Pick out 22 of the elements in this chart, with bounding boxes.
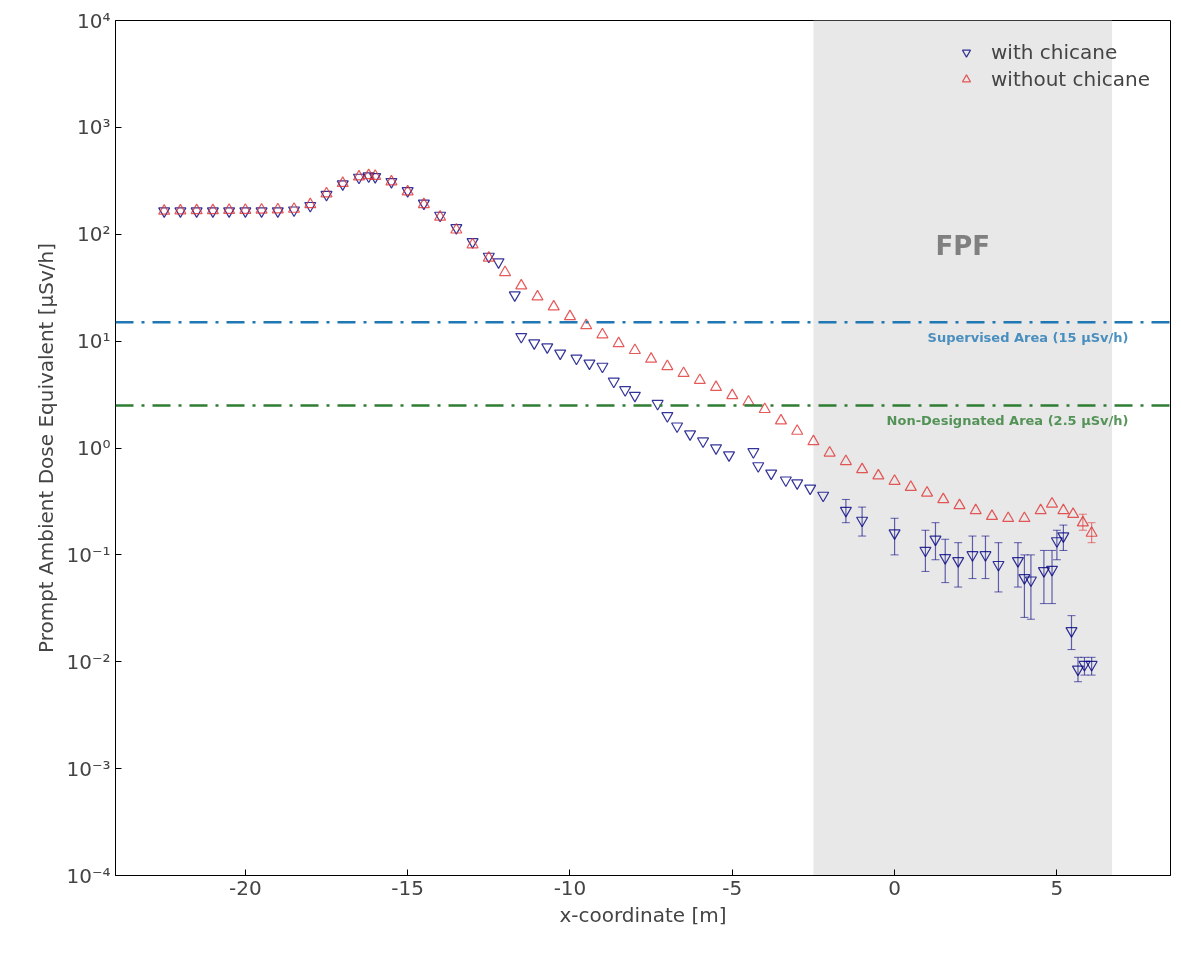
x-tick-label: 5 bbox=[1050, 875, 1064, 900]
legend-label: with chicane bbox=[990, 40, 1118, 64]
y-tick-label: 10³ bbox=[77, 115, 111, 140]
y-tick-label: 10⁴ bbox=[77, 8, 111, 33]
ref-line-label: Supervised Area (15 μSv/h) bbox=[927, 330, 1129, 346]
legend-label: without chicane bbox=[990, 67, 1150, 91]
y-axis-title: Prompt Ambient Dose Equivalent [μSv/h] bbox=[34, 242, 59, 654]
x-tick-label: -10 bbox=[553, 875, 587, 900]
y-tick-label: 10² bbox=[77, 222, 111, 247]
x-tick-label: -15 bbox=[391, 875, 424, 900]
y-tick-label: 10⁻² bbox=[66, 649, 111, 674]
band-label: FPF bbox=[935, 230, 991, 261]
x-axis-title: x-coordinate [m] bbox=[559, 902, 727, 927]
x-tick-label: -5 bbox=[722, 875, 743, 900]
y-tick-label: 10⁻³ bbox=[66, 756, 111, 781]
y-tick-label: 10⁻⁴ bbox=[66, 863, 111, 888]
x-tick-label: 0 bbox=[888, 875, 901, 900]
y-tick-label: 10¹ bbox=[77, 329, 111, 354]
y-tick-label: 10⁻¹ bbox=[66, 542, 111, 567]
ref-line-label: Non-Designated Area (2.5 μSv/h) bbox=[886, 413, 1129, 429]
x-tick-label: -20 bbox=[229, 875, 262, 900]
y-tick-label: 10⁰ bbox=[77, 436, 111, 460]
